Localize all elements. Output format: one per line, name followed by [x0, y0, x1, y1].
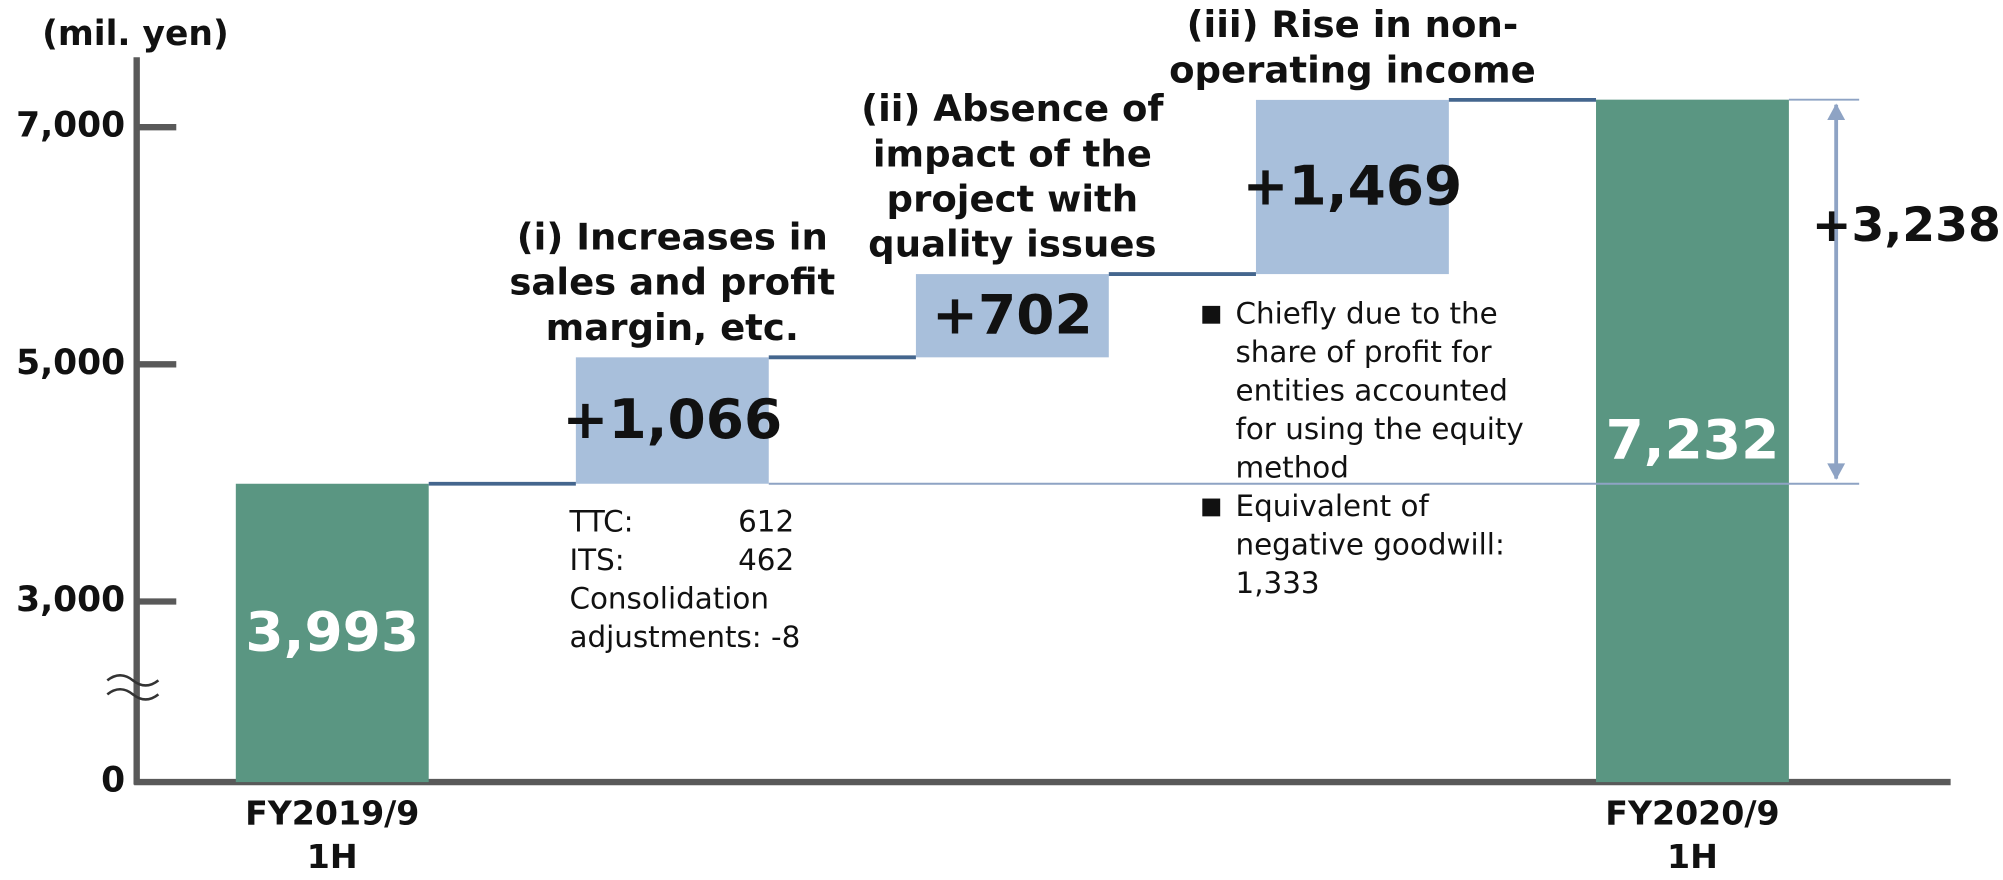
note-text: TTC:	[568, 505, 633, 539]
note-text: adjustments: -8	[569, 620, 800, 654]
note-text: Equivalent of	[1236, 489, 1430, 523]
note-text: 1,333	[1236, 566, 1320, 600]
bullet	[1202, 498, 1221, 517]
y-tick-label: 7,000	[16, 106, 125, 146]
step-label: margin, etc.	[546, 306, 799, 349]
step-label: project with	[887, 178, 1139, 221]
bar	[1255, 99, 1449, 275]
axis-break	[106, 673, 160, 701]
note-text: share of profit for	[1236, 335, 1493, 369]
category-label: FY2020/9	[1605, 794, 1779, 833]
y-unit: (mil. yen)	[42, 14, 229, 54]
note-text: Chiefly due to the	[1236, 296, 1498, 330]
note-text: ITS:	[569, 543, 624, 577]
step-label: quality issues	[868, 223, 1156, 266]
category-label: 1H	[307, 837, 358, 876]
category-label: FY2019/9	[245, 794, 419, 833]
value-label: +702	[932, 282, 1093, 346]
bar	[915, 274, 1109, 358]
step-label: (ii) Absence of	[861, 87, 1164, 130]
value-label: 3,993	[245, 600, 419, 664]
note-text: for using the equity	[1236, 412, 1524, 446]
step-label: impact of the	[873, 132, 1152, 175]
note-text: entities accounted	[1236, 373, 1508, 407]
step-label: operating income	[1169, 48, 1536, 91]
value-label: +1,066	[562, 387, 782, 451]
step-label: (i) Increases in	[517, 216, 828, 259]
note-text: Consolidation	[569, 582, 769, 616]
step-label: sales and profit	[509, 261, 835, 304]
value-label: 7,232	[1606, 408, 1780, 472]
note-text: 612	[738, 505, 794, 539]
arrow-head	[1827, 463, 1846, 480]
y-tick-label: 0	[101, 761, 125, 801]
category-label: 1H	[1667, 837, 1718, 876]
bar	[235, 483, 429, 783]
note-text: 462	[738, 543, 794, 577]
arrow-head	[1827, 103, 1846, 121]
y-tick-label: 5,000	[16, 343, 125, 383]
bullet	[1202, 305, 1221, 324]
step-label: (iii) Rise in non-	[1187, 3, 1519, 46]
y-tick-label: 3,000	[16, 580, 125, 620]
label-bg	[1854, 192, 1982, 257]
bar	[1596, 99, 1789, 783]
bar	[575, 357, 769, 484]
difference-label: +3,238	[1812, 198, 2001, 253]
note-text: negative goodwill:	[1236, 528, 1505, 562]
value-label: +1,469	[1243, 154, 1463, 218]
note-text: method	[1236, 450, 1349, 484]
